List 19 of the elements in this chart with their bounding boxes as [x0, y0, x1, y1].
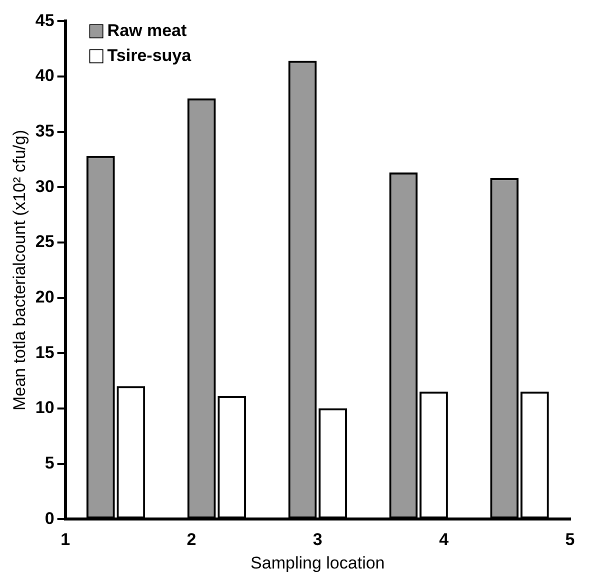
x-axis-title: Sampling location — [250, 553, 385, 572]
x-tick-label: 4 — [439, 530, 450, 550]
x-tick-label: 5 — [565, 530, 575, 550]
x-tick-label: 1 — [60, 530, 70, 550]
x-tick-label: 2 — [186, 530, 196, 550]
y-tick-label: 45 — [35, 10, 54, 30]
legend-label: Tsire-suya — [107, 46, 192, 65]
x-tick-label: 3 — [312, 530, 322, 550]
y-tick-label: 25 — [35, 232, 54, 252]
y-tick-label: 15 — [35, 342, 54, 362]
y-tick-label: 30 — [35, 176, 54, 196]
y-tick-label: 35 — [35, 122, 54, 141]
legend-label: Raw meat — [107, 20, 188, 40]
y-tick-label: 5 — [44, 454, 54, 473]
y-axis-title: Mean totla bacterialcount (x10² cfu/g) — [10, 130, 29, 411]
y-tick-label: 40 — [35, 66, 54, 86]
y-tick-label: 20 — [35, 288, 54, 307]
y-tick-label: 0 — [44, 508, 54, 528]
y-tick-label: 10 — [35, 398, 54, 418]
